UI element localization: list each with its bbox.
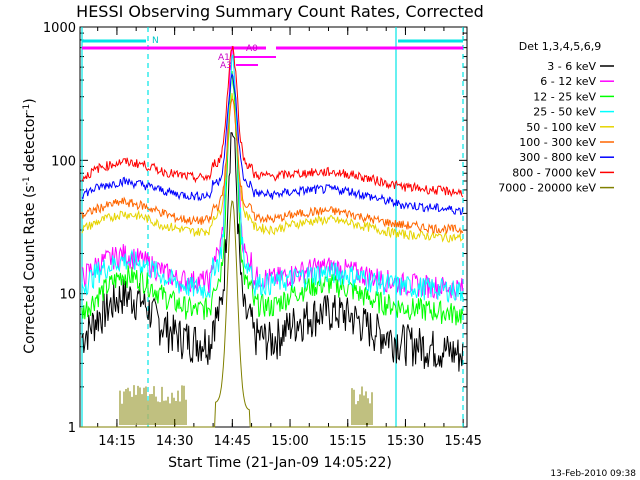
legend-label: 6 - 12 keV — [540, 75, 596, 88]
legend-title: Det 1,3,4,5,6,9 — [519, 40, 602, 53]
x-tick-label: 15:45 — [444, 434, 481, 449]
x-tick-label: 14:30 — [156, 434, 193, 449]
series-line-0 — [81, 132, 464, 372]
x-tick-label: 15:30 — [387, 434, 424, 449]
flag-a1-label: A1 — [218, 53, 230, 63]
time-markers — [81, 27, 464, 427]
x-axis-label: Start Time (21-Jan-09 14:05:22) — [168, 455, 392, 471]
flag-a0-label: A0 — [246, 44, 258, 54]
legend-label: 50 - 100 keV — [526, 121, 596, 134]
flag-a3-label: A3 — [220, 61, 232, 71]
chart-title: HESSI Observing Summary Count Rates, Cor… — [76, 2, 484, 21]
y-tick-label: 1000 — [43, 21, 76, 36]
y-axis-label: Corrected Count Rate (s-1 detector-1) — [22, 98, 38, 353]
series-line-6 — [81, 72, 464, 216]
attenuator-flags: N A0 A1 A3 — [152, 36, 258, 71]
legend-label: 100 - 300 keV — [519, 136, 596, 149]
series-line-2 — [81, 70, 464, 326]
series-line-1 — [81, 45, 464, 300]
legend-label: 300 - 800 keV — [519, 151, 596, 164]
flag-n-label: N — [152, 36, 159, 46]
x-tick-label: 15:00 — [271, 434, 308, 449]
series-line-8 — [80, 200, 463, 428]
y-tick-label: 10 — [59, 288, 76, 303]
x-axis-ticks: 14:15 14:30 14:45 15:00 15:15 15:30 15:45 — [97, 27, 482, 449]
series-line-7 — [81, 45, 464, 198]
legend-label: 7000 - 20000 keV — [498, 182, 596, 195]
legend-label: 800 - 7000 keV — [512, 166, 596, 179]
x-tick-label: 14:15 — [98, 434, 135, 449]
legend-label: 25 - 50 keV — [533, 106, 596, 119]
series-lines — [80, 45, 464, 428]
series-line-4 — [81, 93, 464, 243]
series-line-5 — [81, 98, 464, 235]
legend: 3 - 6 keV 6 - 12 keV 12 - 25 keV 25 - 50 ke… — [498, 60, 614, 195]
y-axis-ticks: 1 10 100 1000 — [43, 21, 467, 436]
x-tick-label: 15:15 — [329, 434, 366, 449]
series-line-3 — [81, 54, 464, 303]
x-tick-label: 14:45 — [214, 434, 251, 449]
legend-label: 3 - 6 keV — [547, 60, 596, 73]
y-tick-label: 100 — [51, 154, 76, 169]
timestamp: 13-Feb-2010 09:38 — [550, 469, 636, 479]
legend-label: 12 - 25 keV — [533, 90, 596, 103]
y-tick-label: 1 — [68, 421, 76, 436]
